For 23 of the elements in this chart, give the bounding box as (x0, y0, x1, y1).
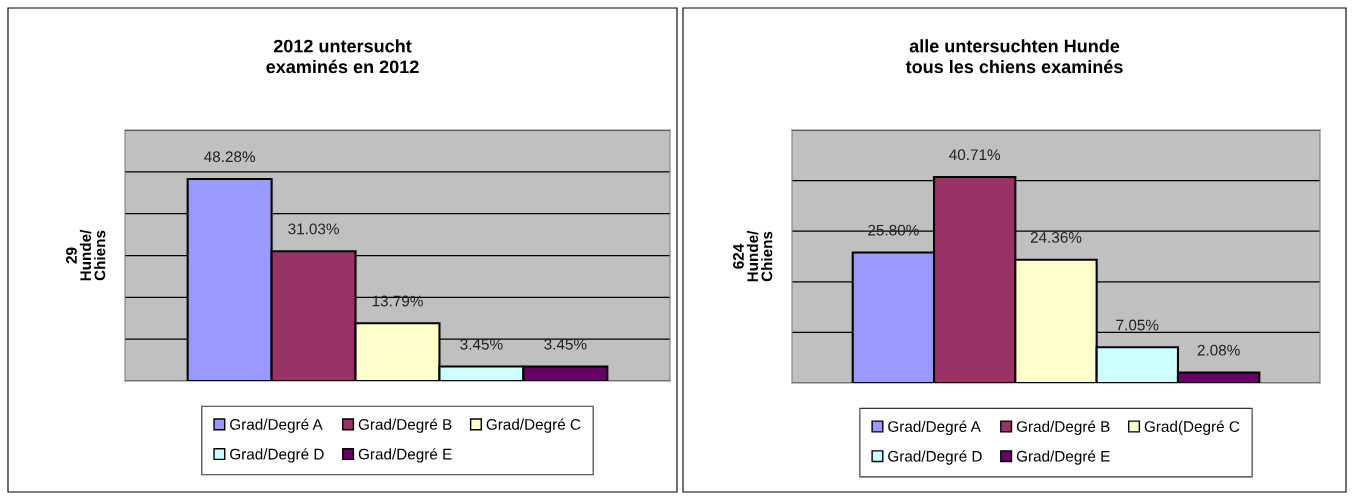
y-axis-title: 29 Hunde/ Chiens (66, 229, 106, 281)
legend-label: Grad/Degré A (230, 418, 323, 433)
data-label: 2.08% (1197, 344, 1240, 356)
data-label: 31.03% (288, 223, 339, 235)
legend-label: Grad/Degré D (888, 450, 982, 465)
data-label: 40.71% (949, 149, 1001, 161)
legend-label: Grad(Degré C (1144, 420, 1240, 435)
legend-label: Grad/Degré C (486, 418, 581, 433)
legend-label: Grad/Degré E (1016, 450, 1110, 465)
legend-label: Grad/Degré B (1016, 420, 1110, 435)
data-label: 3.45% (544, 338, 587, 350)
legend-label: Grad/Degré D (230, 448, 324, 463)
y-axis-title: 624 Hunde/ Chiens (733, 230, 773, 282)
data-label: 48.28% (204, 151, 256, 163)
legend-label: Grad/Degré A (888, 420, 981, 435)
chart-title: 2012 untersucht examinés en 2012 (266, 39, 419, 74)
data-label: 24.36% (1030, 232, 1082, 243)
data-label: 7.05% (1116, 319, 1159, 331)
legend-label: Grad/Degré B (358, 418, 452, 433)
chart-title: alle untersuchten Hunde tous les chiens examinés (905, 39, 1123, 74)
data-label: 3.45% (460, 338, 503, 350)
data-label: 13.79% (372, 295, 423, 307)
legend-label: Grad/Degré E (358, 448, 452, 463)
